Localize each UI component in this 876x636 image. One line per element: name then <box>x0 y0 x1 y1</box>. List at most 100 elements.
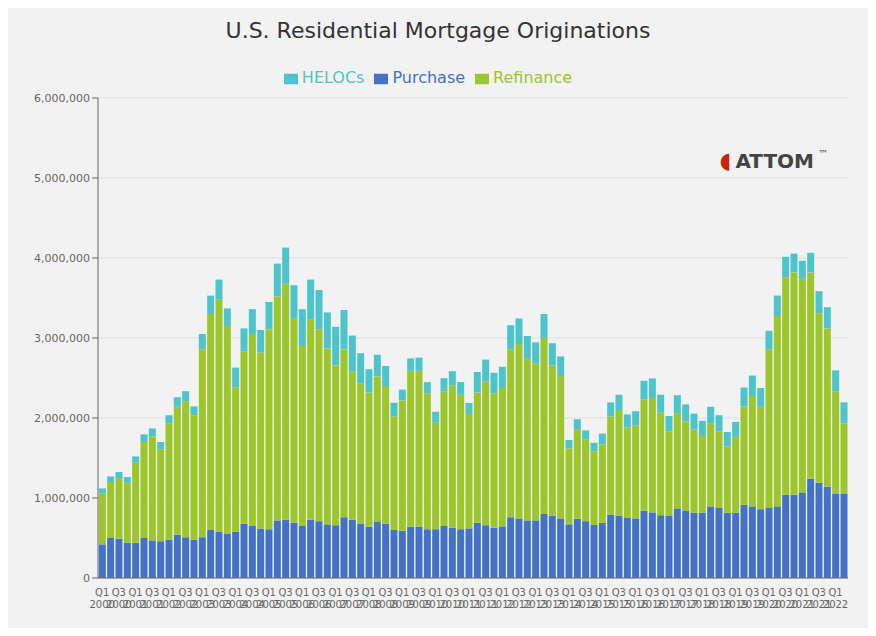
html-text:Q3: Q3 <box>278 587 293 598</box>
html-text:Q1: Q1 <box>261 587 276 598</box>
svg-text:4,000,000: 4,000,000 <box>34 252 90 265</box>
html-text:2002: 2002 <box>172 599 199 610</box>
html-text:Q1: Q1 <box>728 587 743 598</box>
html-text:Q3: Q3 <box>245 587 260 598</box>
html-text:Q1: Q1 <box>761 587 776 598</box>
html-text:2017: 2017 <box>672 599 699 610</box>
html-text:Refinance: Refinance <box>493 68 573 87</box>
html-text:2014: 2014 <box>572 599 599 610</box>
html-text:2015: 2015 <box>589 599 615 610</box>
html-text:Q1: Q1 <box>128 587 143 598</box>
html-text:2007: 2007 <box>322 599 349 610</box>
html-text:Purchase: Purchase <box>392 68 466 87</box>
html-text:Q1: Q1 <box>495 587 510 598</box>
html-text:Q3: Q3 <box>745 587 760 598</box>
html-text:2008: 2008 <box>372 599 399 610</box>
html-text:2003: 2003 <box>206 599 232 610</box>
html-text:2006: 2006 <box>306 599 332 610</box>
html-text:2011: 2011 <box>456 599 482 610</box>
html-text:Q1: Q1 <box>461 587 476 598</box>
html-text:Q1: Q1 <box>595 587 610 598</box>
html-text:Q1: Q1 <box>328 587 343 598</box>
html-text:2016: 2016 <box>639 599 665 610</box>
html-text:2017: 2017 <box>656 599 682 610</box>
html-text:2020: 2020 <box>756 599 782 610</box>
html-text:Q1: Q1 <box>561 587 576 598</box>
html-text:Q1: Q1 <box>361 587 376 598</box>
html-text:Q3: Q3 <box>678 587 693 598</box>
html-text:2009: 2009 <box>389 599 415 610</box>
html-text:Q3: Q3 <box>111 587 126 598</box>
html-text:Q1: Q1 <box>528 587 543 598</box>
svg-text:5,000,000: 5,000,000 <box>34 172 90 185</box>
html-text:2010: 2010 <box>439 599 465 610</box>
html-text:Q3: Q3 <box>345 587 360 598</box>
html-text:Q1: Q1 <box>195 587 210 598</box>
html-text:2000: 2000 <box>89 599 115 610</box>
html-text:2013: 2013 <box>539 599 565 610</box>
html-text:2021: 2021 <box>789 599 815 610</box>
html-text:2005: 2005 <box>272 599 299 610</box>
html-text:Q3: Q3 <box>145 587 160 598</box>
html-text:2007: 2007 <box>339 599 365 610</box>
html-text:2001: 2001 <box>139 599 165 610</box>
html-text:Q1: Q1 <box>428 587 443 598</box>
html-text:2019: 2019 <box>739 599 765 610</box>
html-text:Q1: Q1 <box>95 587 110 598</box>
svg-text:2,000,000: 2,000,000 <box>34 412 90 425</box>
html-text:2005: 2005 <box>256 599 282 610</box>
svg-text:3,000,000: 3,000,000 <box>34 332 90 345</box>
html-text:Q1: Q1 <box>661 587 676 598</box>
html-text:2020: 2020 <box>772 599 799 610</box>
svg-text:6,000,000: 6,000,000 <box>34 92 90 105</box>
html-text:Q1: Q1 <box>161 587 176 598</box>
html-text:2013: 2013 <box>522 599 549 610</box>
html-text:Q3: Q3 <box>811 587 826 598</box>
html-text:2003: 2003 <box>189 599 215 610</box>
html-text:2012: 2012 <box>489 599 515 610</box>
html-text:2015: 2015 <box>606 599 632 610</box>
html-text:2009: 2009 <box>406 599 432 610</box>
html-text:Q3: Q3 <box>711 587 726 598</box>
html-text:2014: 2014 <box>556 599 582 610</box>
html-text:2002: 2002 <box>156 599 182 610</box>
html-text:Q3: Q3 <box>611 587 626 598</box>
html-text:Q1: Q1 <box>795 587 810 598</box>
html-text:2004: 2004 <box>239 599 265 610</box>
html-text:Q1: Q1 <box>695 587 710 598</box>
html-text:2016: 2016 <box>622 599 649 610</box>
html-text:Q3: Q3 <box>478 587 493 598</box>
html-text:Q3: Q3 <box>378 587 393 598</box>
html-text:2018: 2018 <box>706 599 732 610</box>
html-text:2001: 2001 <box>122 599 149 610</box>
html-text:Q3: Q3 <box>211 587 226 598</box>
html-text:Q1: Q1 <box>295 587 310 598</box>
html-text:2018: 2018 <box>689 599 715 610</box>
html-text:2004: 2004 <box>222 599 249 610</box>
html-text:◖ ATTOM: ◖ ATTOM <box>719 148 814 173</box>
html-text:Q3: Q3 <box>578 587 593 598</box>
html-text:2008: 2008 <box>356 599 382 610</box>
html-text:Q1: Q1 <box>228 587 243 598</box>
html-text:Q3: Q3 <box>411 587 426 598</box>
html-text:2000: 2000 <box>106 599 132 610</box>
html-text:2010: 2010 <box>422 599 449 610</box>
html-text:2019: 2019 <box>722 599 749 610</box>
svg-text:1,000,000: 1,000,000 <box>34 492 90 505</box>
html-text:U.S. Residential Mortgage Orig: U.S. Residential Mortgage Originations <box>225 18 651 43</box>
html-text:Q3: Q3 <box>778 587 793 598</box>
svg-text:Q12022: Q12022 <box>823 587 848 610</box>
html-text:2011: 2011 <box>472 599 499 610</box>
html-text:Q3: Q3 <box>311 587 326 598</box>
html-text:2006: 2006 <box>289 599 315 610</box>
html-text:Q3: Q3 <box>178 587 193 598</box>
svg-text:0: 0 <box>83 572 90 585</box>
html-text:Q1: Q1 <box>628 587 643 598</box>
html-text:Q3: Q3 <box>545 587 560 598</box>
html-text:Q1: Q1 <box>395 587 410 598</box>
html-text:2012: 2012 <box>506 599 532 610</box>
html-text:Q3: Q3 <box>645 587 660 598</box>
html-text:HELOCs: HELOCs <box>301 68 365 87</box>
html-text:Q3: Q3 <box>445 587 460 598</box>
html-text:Q3: Q3 <box>511 587 526 598</box>
